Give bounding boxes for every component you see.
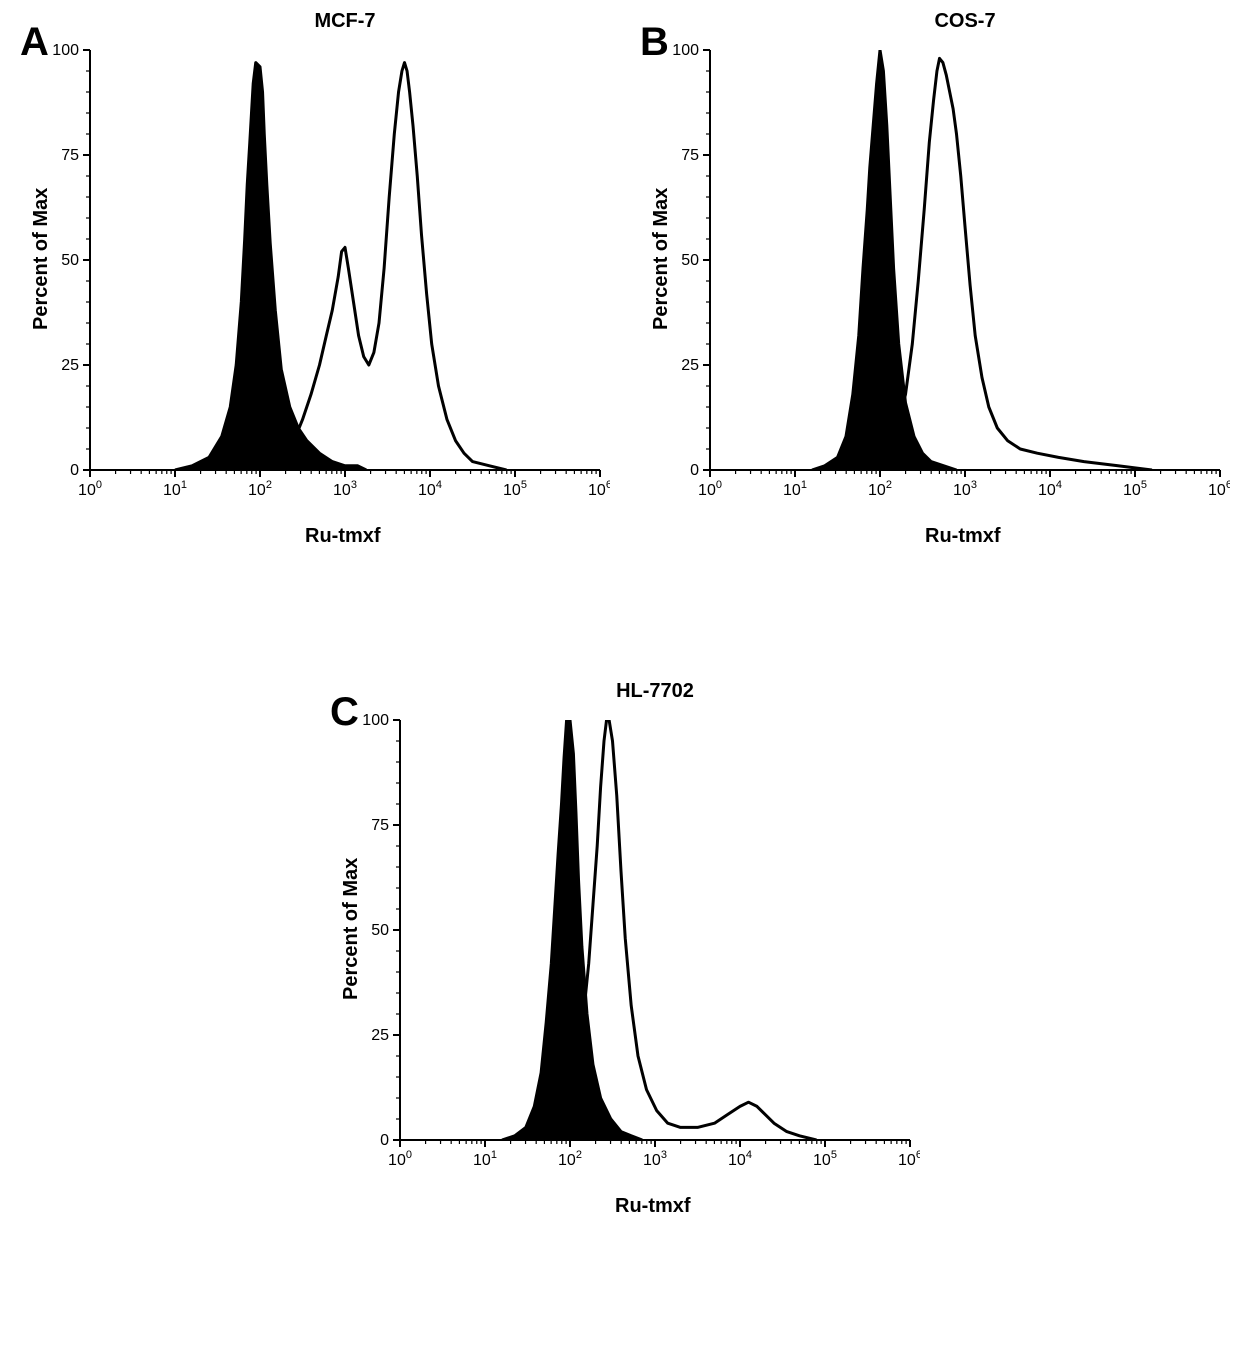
svg-text:100: 100 <box>362 712 389 729</box>
svg-text:0: 0 <box>690 462 699 479</box>
svg-text:25: 25 <box>681 357 699 374</box>
panel-C: C HL-7702 0 25 50 75 100 100 101 102 103 104 105 106 P… <box>330 680 920 1225</box>
svg-text:50: 50 <box>371 922 389 939</box>
panel-letter: A <box>20 20 49 65</box>
panel-letter: C <box>330 690 359 735</box>
svg-text:100: 100 <box>52 42 79 59</box>
svg-text:0: 0 <box>70 462 79 479</box>
svg-text:75: 75 <box>681 147 699 164</box>
chart-title: HL-7702 <box>605 680 705 703</box>
svg-text:103: 103 <box>333 479 357 499</box>
svg-text:105: 105 <box>1123 479 1147 499</box>
svg-text:101: 101 <box>473 1149 497 1169</box>
svg-text:101: 101 <box>783 479 807 499</box>
svg-text:102: 102 <box>868 479 892 499</box>
svg-text:100: 100 <box>698 479 722 499</box>
svg-text:106: 106 <box>1208 479 1230 499</box>
svg-text:50: 50 <box>681 252 699 269</box>
x-axis-label: Ru-tmxf <box>305 525 381 548</box>
svg-text:101: 101 <box>163 479 187 499</box>
svg-text:75: 75 <box>61 147 79 164</box>
svg-text:104: 104 <box>728 1149 752 1169</box>
svg-text:103: 103 <box>643 1149 667 1169</box>
svg-text:102: 102 <box>248 479 272 499</box>
svg-text:25: 25 <box>371 1027 389 1044</box>
chart-svg: 0 25 50 75 100 100 101 102 103 104 105 106 <box>20 10 610 555</box>
chart-title: MCF-7 <box>295 10 395 33</box>
svg-text:103: 103 <box>953 479 977 499</box>
chart-svg: 0 25 50 75 100 100 101 102 103 104 105 106 <box>640 10 1230 555</box>
svg-text:104: 104 <box>1038 479 1062 499</box>
svg-text:100: 100 <box>672 42 699 59</box>
svg-text:50: 50 <box>61 252 79 269</box>
x-axis-label: Ru-tmxf <box>925 525 1001 548</box>
y-axis-label: Percent of Max <box>340 858 363 1000</box>
svg-text:25: 25 <box>61 357 79 374</box>
chart-title: COS-7 <box>915 10 1015 33</box>
svg-text:106: 106 <box>588 479 610 499</box>
svg-text:100: 100 <box>78 479 102 499</box>
panel-B: B COS-7 0 25 50 75 100 100 101 102 103 104 105 106 Per… <box>640 10 1230 555</box>
chart-svg: 0 25 50 75 100 100 101 102 103 104 105 106 <box>330 680 920 1225</box>
panel-letter: B <box>640 20 669 65</box>
svg-text:104: 104 <box>418 479 442 499</box>
svg-text:105: 105 <box>813 1149 837 1169</box>
svg-text:105: 105 <box>503 479 527 499</box>
x-axis-label: Ru-tmxf <box>615 1195 691 1218</box>
panel-A: A MCF-7 0 25 50 75 100 100 101 102 103 104 105 106 Per… <box>20 10 610 555</box>
svg-text:75: 75 <box>371 817 389 834</box>
y-axis-label: Percent of Max <box>650 188 673 330</box>
svg-text:0: 0 <box>380 1132 389 1149</box>
svg-text:102: 102 <box>558 1149 582 1169</box>
y-axis-label: Percent of Max <box>30 188 53 330</box>
svg-text:106: 106 <box>898 1149 920 1169</box>
svg-text:100: 100 <box>388 1149 412 1169</box>
